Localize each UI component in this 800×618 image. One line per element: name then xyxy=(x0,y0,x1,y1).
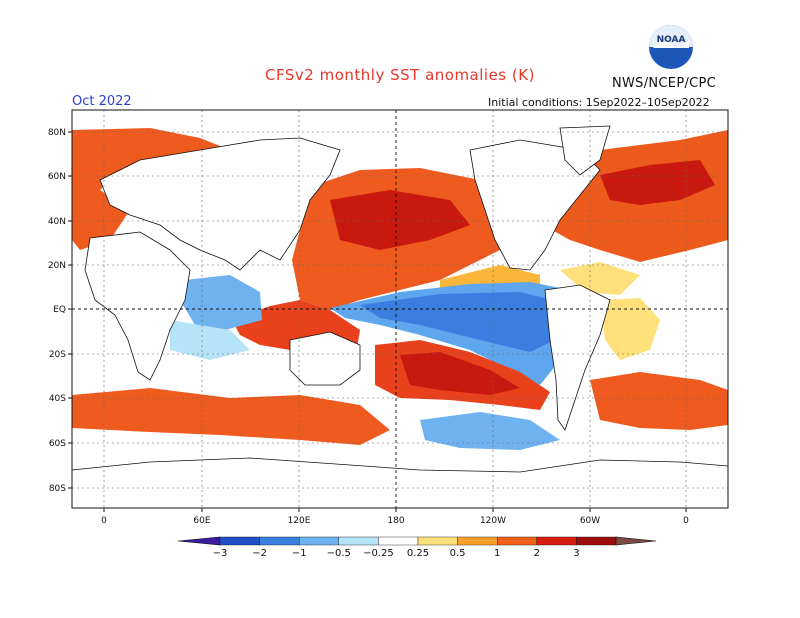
colorbar-segment xyxy=(219,536,260,546)
noaa-logo: NOAA xyxy=(649,25,693,69)
lat-label: 60S xyxy=(49,439,66,449)
north-pacific-hot xyxy=(330,190,470,250)
colorbar-label: 1 xyxy=(494,548,500,559)
colorbar-segment xyxy=(536,536,577,546)
australia-outline xyxy=(289,331,361,386)
colorbar: −3 −2 −1 −0.5 −0.25 0.25 0.5 1 2 3 xyxy=(177,536,657,559)
continent-outlines xyxy=(72,125,728,508)
lat-label: 20N xyxy=(48,261,66,271)
lon-label: 0 xyxy=(101,516,107,526)
anomaly-field xyxy=(72,128,728,450)
agency-label: NWS/NCEP/CPC xyxy=(612,76,717,91)
colorbar-high-arrow xyxy=(615,536,657,546)
map-title: CFSv2 monthly SST anomalies (K) xyxy=(265,66,535,84)
north-pacific-high-lat-warm xyxy=(72,128,230,200)
colorbar-label: −3 xyxy=(213,548,228,559)
lon-label: 0 xyxy=(683,516,689,526)
colorbar-segment xyxy=(497,536,538,546)
lat-label: 20S xyxy=(49,350,66,360)
initial-conditions: Initial conditions: 1Sep2022–10Sep2022 xyxy=(488,96,710,109)
lon-label: 120W xyxy=(480,516,506,526)
south-atlantic-warm xyxy=(590,372,728,430)
grid-lines xyxy=(72,110,728,508)
equator-dateline xyxy=(72,110,728,508)
lat-label: EQ xyxy=(53,305,66,315)
colorbar-segment xyxy=(457,536,498,546)
colorbar-label: 0.25 xyxy=(407,548,429,559)
colorbar-segment xyxy=(338,536,379,546)
africa-outline xyxy=(84,231,191,381)
south-pacific-hot xyxy=(400,352,520,395)
lon-label: 60E xyxy=(193,516,210,526)
lat-label: 80S xyxy=(49,484,66,494)
logo-text: NOAA xyxy=(657,35,686,45)
eurasia-outline xyxy=(99,137,341,271)
la-nina-core xyxy=(360,292,560,352)
lat-label: 40N xyxy=(48,217,66,227)
longitude-labels: 0 60E 120E 180 120W 60W 0 xyxy=(101,516,689,526)
lon-label: 60W xyxy=(580,516,600,526)
colorbar-low-arrow xyxy=(177,536,221,546)
colorbar-segment xyxy=(259,536,300,546)
southern-cool xyxy=(420,412,560,450)
indian-ocean-cool xyxy=(180,275,262,330)
colorbar-label: −1 xyxy=(292,548,307,559)
southern-ocean-warm xyxy=(72,388,390,445)
forecast-period: Oct 2022 xyxy=(72,94,132,109)
colorbar-label: 3 xyxy=(573,548,579,559)
lat-label: 40S xyxy=(49,394,66,404)
colorbar-segment xyxy=(417,536,458,546)
colorbar-segment xyxy=(378,536,419,546)
antarctica-outline xyxy=(72,457,728,508)
latitude-labels: 80N 60N 40N 20N EQ 20S 40S 60S 80S xyxy=(48,128,66,494)
colorbar-label: −2 xyxy=(252,548,267,559)
greenland-outline xyxy=(559,125,611,176)
tick-marks xyxy=(68,131,687,512)
south-atlantic-light xyxy=(600,298,660,360)
lon-label: 180 xyxy=(387,516,404,526)
colorbar-label: −0.5 xyxy=(327,548,351,559)
colorbar-segment xyxy=(299,536,340,546)
colorbar-label: 2 xyxy=(534,548,540,559)
colorbar-segment xyxy=(576,536,617,546)
colorbar-label: −0.25 xyxy=(363,548,394,559)
lon-label: 120E xyxy=(288,516,311,526)
lat-label: 60N xyxy=(48,172,66,182)
indian-ocean-light xyxy=(170,320,250,360)
south-america-outline xyxy=(544,284,611,431)
colorbar-label: 0.5 xyxy=(450,548,466,559)
lat-label: 80N xyxy=(48,128,66,138)
